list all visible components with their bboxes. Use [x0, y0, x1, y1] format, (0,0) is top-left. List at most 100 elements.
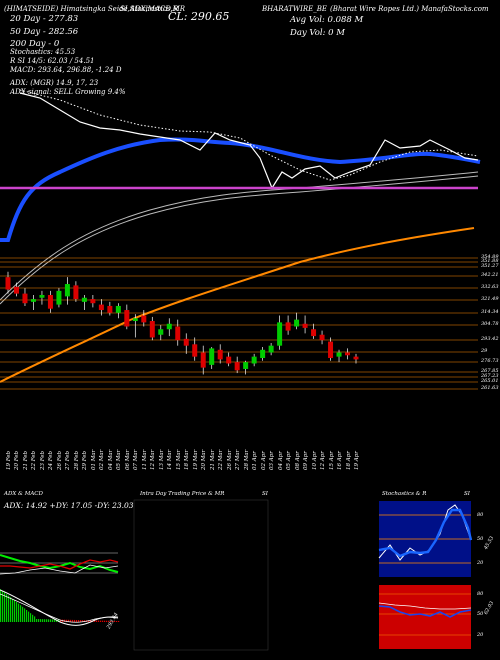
avg-volume: Avg Vol: 0.088 M [290, 15, 364, 25]
rsi-axis-50: 50 [477, 611, 484, 617]
macd-bar [118, 621, 120, 622]
macd-bar [116, 621, 118, 622]
macd-bar [30, 613, 32, 622]
minus-di-line [0, 559, 119, 570]
candle-body [277, 322, 283, 346]
price-axis-tick: 304.78 [481, 321, 499, 327]
candle-body [353, 356, 359, 360]
gray-band-2 [0, 175, 479, 305]
macd-bar [14, 600, 16, 622]
macd-bar [34, 616, 36, 622]
macd-bar [112, 620, 114, 622]
macd-bar [18, 603, 20, 622]
ma-blue-curve [0, 137, 481, 242]
candle-body [192, 344, 198, 357]
price-axis-tick: 29 [481, 348, 488, 354]
chart-header: (HIMATSEIDE) Himatsingka Seide ADX,MACD,… [4, 5, 179, 13]
candle-body [22, 293, 28, 304]
stoch-d-line [378, 508, 473, 558]
price-axis-tick: 267.85 [481, 368, 499, 374]
price-axis-tick: 267.23 [481, 373, 499, 379]
candle-body [294, 319, 300, 327]
candle-body [124, 310, 130, 327]
candle-body [175, 326, 181, 341]
rsi-panel-bg [379, 585, 471, 649]
candle-body [64, 284, 70, 297]
macd-bar [36, 619, 38, 622]
macd-bar [22, 606, 24, 622]
price-axis-tick: 332.63 [481, 284, 499, 290]
price-axis-tick: 314.34 [481, 309, 499, 315]
candle-body [132, 318, 138, 322]
macd-bar [104, 620, 106, 622]
stoch-axis-80: 80 [477, 512, 484, 518]
candle-body [158, 329, 164, 335]
candle-body [56, 290, 62, 305]
stoch-axis-20: 20 [477, 560, 484, 566]
candle-body [243, 362, 249, 369]
price-axis-tick: 342.21 [481, 272, 499, 278]
macd-bar [94, 620, 96, 622]
adx-panel [0, 552, 120, 626]
macd-bar [52, 619, 54, 622]
macd-bar [96, 620, 98, 622]
macd-bar [80, 620, 82, 622]
ma-orange-curve [0, 227, 475, 383]
macd-bar [10, 597, 12, 622]
candle-body [30, 299, 36, 302]
macd-bar [100, 620, 102, 622]
candle-body [5, 277, 11, 290]
macd-bar [84, 620, 86, 622]
macd-bar [68, 619, 70, 622]
candle-body [73, 285, 79, 300]
macd-bar [72, 619, 74, 622]
macd-bar [2, 590, 4, 622]
candle-body [90, 299, 96, 304]
candle-body [166, 323, 172, 330]
macd-bar [48, 619, 50, 622]
rsi-line [378, 605, 472, 618]
signal-dotted-line [19, 89, 479, 181]
macd-bar [88, 620, 90, 622]
intraday-panel [133, 499, 269, 651]
candle-body [226, 356, 232, 364]
price-axis-tick: 354.89 [481, 254, 499, 260]
adx-panel-title: ADX & MACD [4, 491, 43, 497]
candle-body [81, 297, 87, 302]
macd-bar [110, 620, 112, 622]
macd-bar [20, 605, 22, 622]
macd-signal-line [0, 593, 119, 623]
macd-bar [28, 611, 30, 622]
macd-bar [102, 620, 104, 622]
macd-bar [60, 619, 62, 622]
macd-bar [98, 620, 100, 622]
macd-bar [54, 619, 56, 622]
candle-body [345, 352, 351, 356]
macd-bar [8, 595, 10, 622]
stochastics-label: Stochastics: 45.53 [10, 48, 76, 56]
macd-bar [4, 592, 6, 622]
candle-body [141, 315, 147, 323]
candle-body [217, 349, 223, 360]
price-axis-tick: 276.73 [481, 358, 499, 364]
macd-histogram [0, 589, 120, 622]
candle-body [200, 352, 206, 368]
candle-body [268, 345, 274, 353]
stoch-header: SI,Stochastics,MR [120, 5, 186, 13]
rsi-label: R SI 14/5: 62.03 / 54.51 [10, 57, 95, 65]
macd-bar [50, 619, 52, 622]
plus-di-line [0, 554, 119, 573]
rsi-axis-20: 20 [477, 632, 484, 638]
candle-body [260, 349, 266, 359]
candle-body [234, 362, 240, 371]
price-axis-tick: 293.42 [481, 336, 499, 342]
candle-body [302, 323, 308, 328]
price-axis-tick: 261.63 [481, 385, 499, 391]
candle-body [115, 305, 121, 313]
price-axis-tick: 351.27 [481, 263, 499, 269]
adx-label: ADX: (MGR) 14.9, 17, 23 [10, 79, 99, 87]
intraday-panel-si: SI [262, 491, 268, 497]
candle-body [336, 352, 342, 357]
macd-bar [46, 619, 48, 622]
rsi-ma-line [378, 602, 472, 610]
